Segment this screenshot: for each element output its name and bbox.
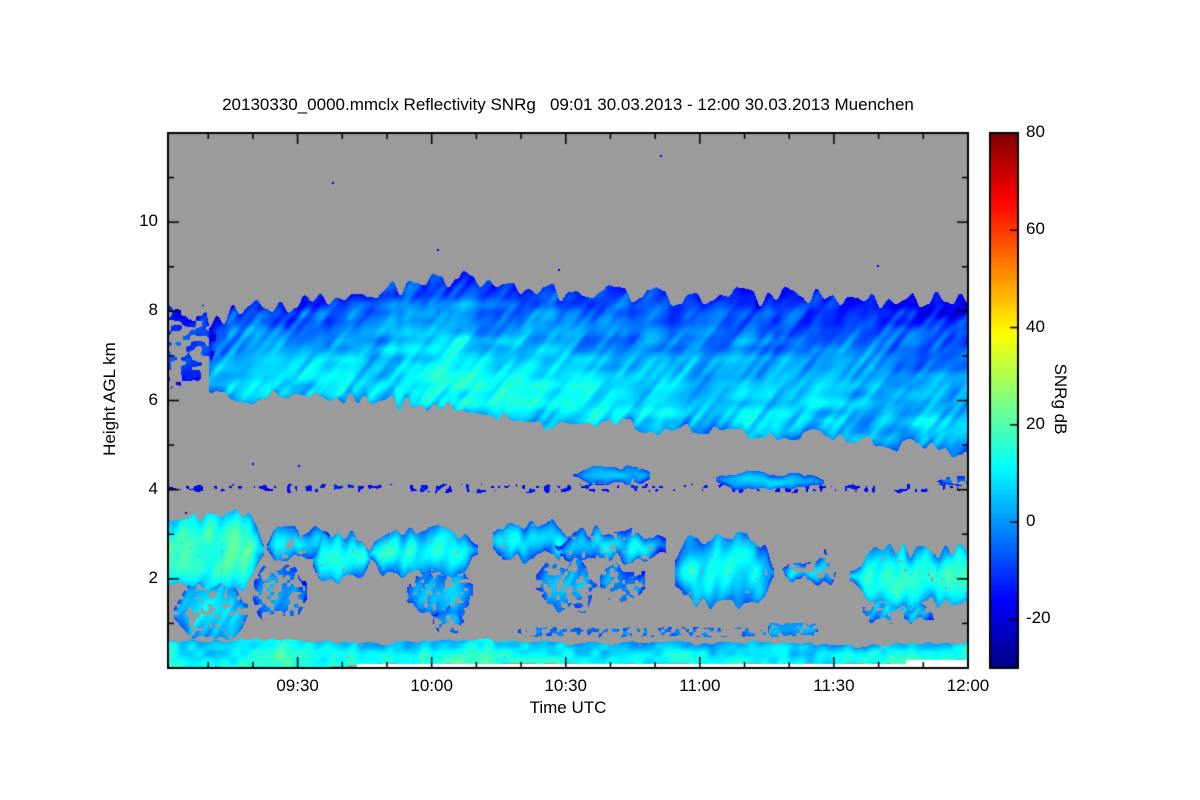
colorbar-tick-label: 80 [1026,122,1045,141]
x-tick-label: 10:30 [544,676,588,695]
colorbar-tick-label: 0 [1026,511,1036,531]
chart-title: 20130330_0000.mmclx Reflectivity SNRg 09… [222,95,914,114]
x-axis-label: Time UTC [529,698,607,717]
colorbar-tick-label: -20 [1026,608,1051,628]
colorbar-tick-label: 40 [1026,316,1045,336]
x-tick-label: 09:30 [276,676,319,695]
y-tick-label: 8 [148,300,158,320]
x-tick-label: 11:30 [813,676,855,695]
colorbar-tick-label: 20 [1026,413,1045,433]
colorbar-tick-label: 60 [1026,219,1045,239]
x-tick-label: 11:00 [679,676,721,695]
y-tick-label: 10 [139,211,158,231]
x-tick-label: 12:00 [946,676,990,695]
y-tick-label: 2 [148,567,158,587]
y-tick-label: 6 [148,389,158,409]
y-tick-label: 4 [148,478,158,498]
x-tick-label: 10:00 [410,676,453,695]
